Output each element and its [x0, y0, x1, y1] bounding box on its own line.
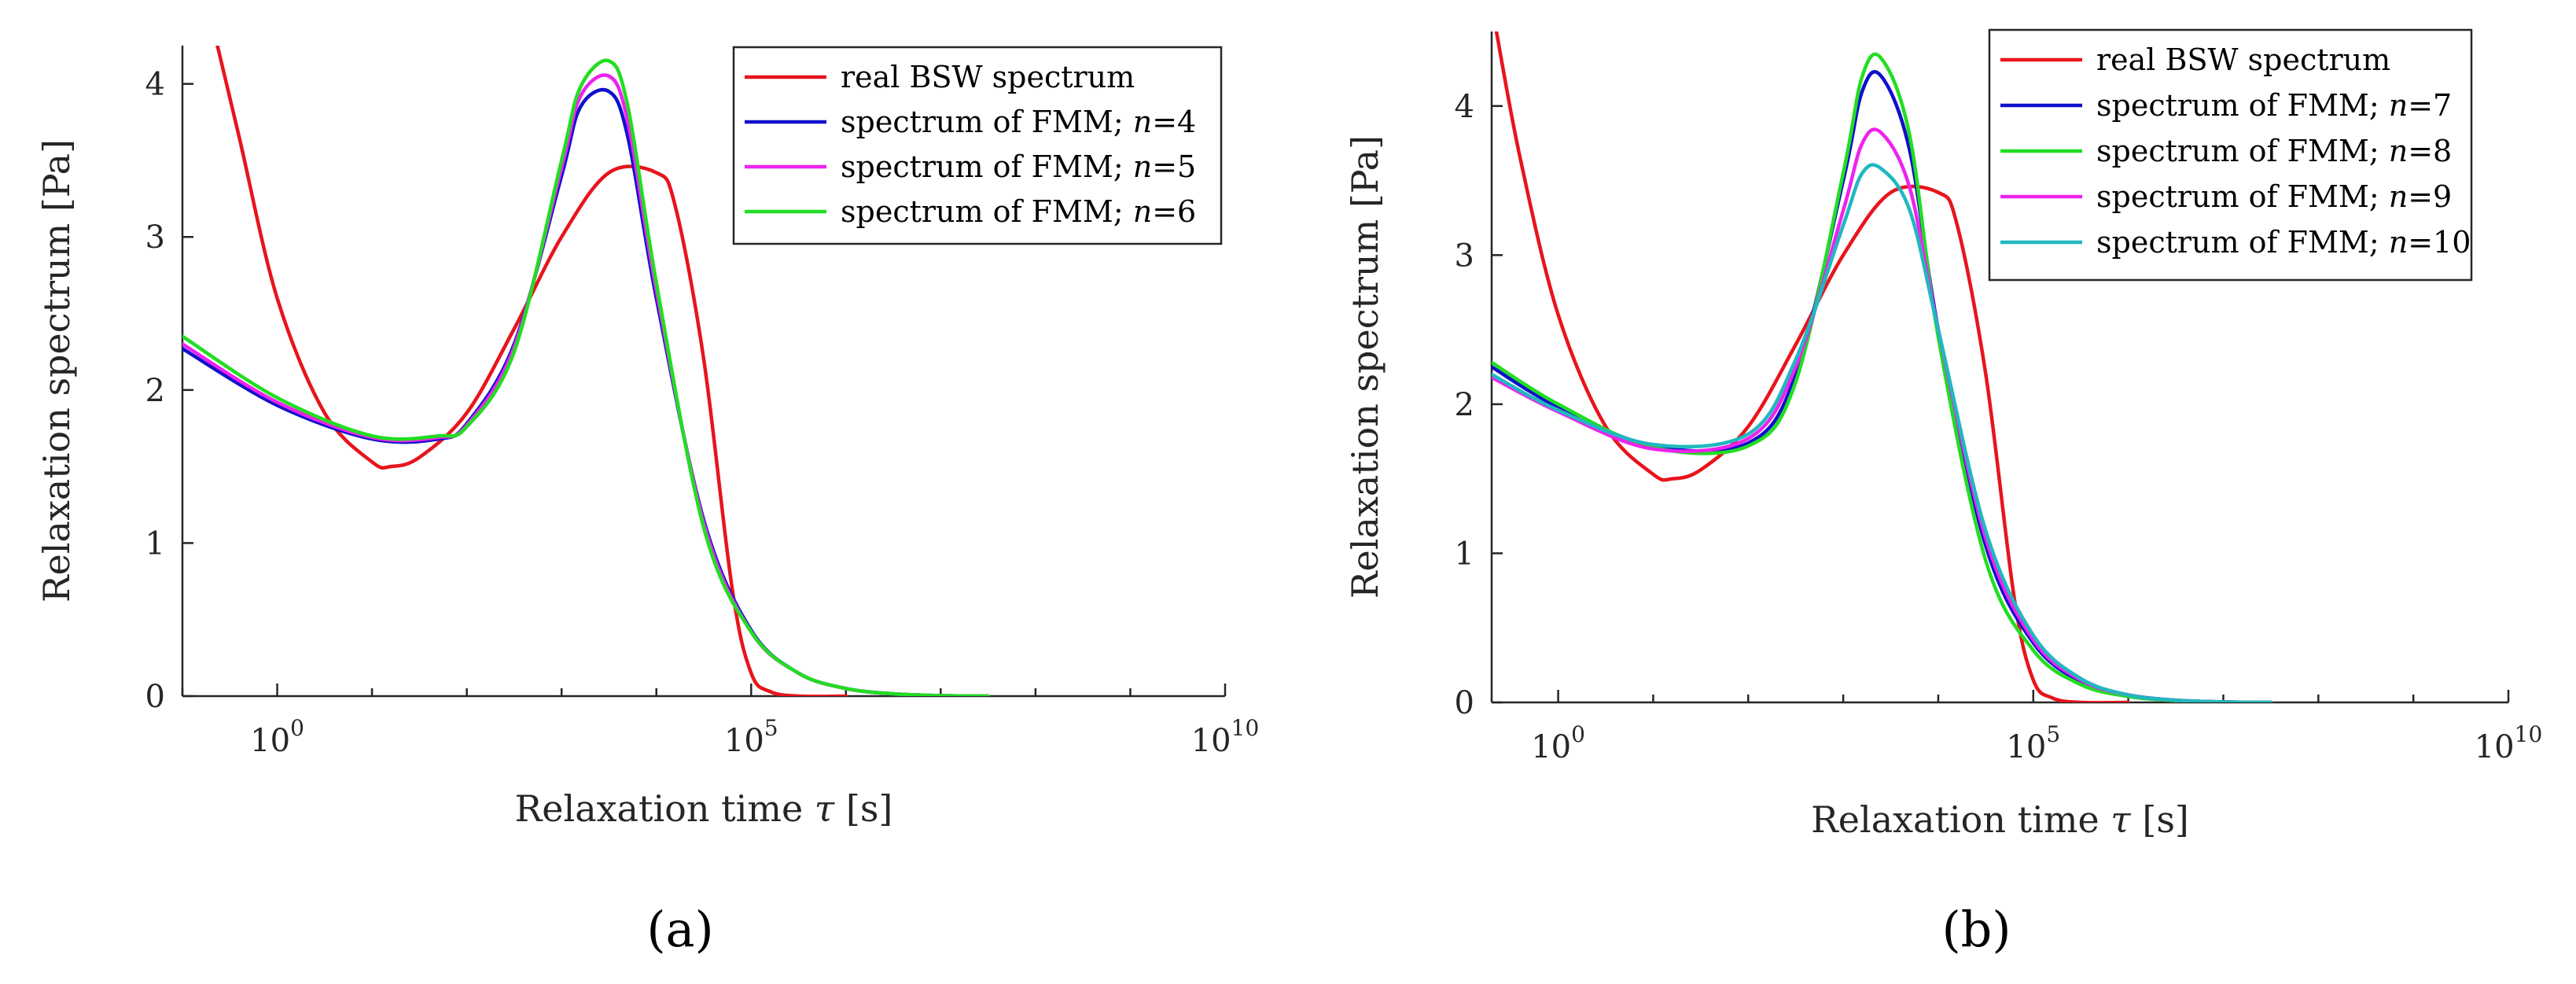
y-tick-label: 3	[145, 219, 165, 256]
legend-entry-label: spectrum of FMM; n=6	[841, 194, 1196, 229]
chart-panel-a: 100 105 1010 0 1 2 3 4 Relaxation time τ [s] Rela…	[35, 46, 1260, 958]
y-tick-label: 2	[145, 373, 165, 409]
legend-entry-label: real BSW spectrum	[841, 60, 1135, 94]
y-tick-label: 1	[145, 525, 165, 562]
legend-entry-label: spectrum of FMM; n=10	[2096, 225, 2471, 260]
series-line-n10	[1492, 163, 2273, 702]
x-axis-label: Relaxation time τ [s]	[515, 787, 893, 830]
legend: real BSW spectrum spectrum of FMM; n=7 spe…	[1988, 28, 2473, 282]
legend-entry-label: spectrum of FMM; n=7	[2096, 88, 2452, 123]
y-tick-label: 0	[1455, 685, 1474, 721]
x-tick-label: 105	[2006, 721, 2060, 765]
y-axis-label: Relaxation spectrum [Pa]	[35, 139, 78, 603]
x-axis-label: Relaxation time τ [s]	[1811, 798, 2189, 841]
y-tick-label: 4	[145, 67, 165, 103]
legend-entry-label: spectrum of FMM; n=4	[841, 105, 1196, 139]
y-tick-label: 1	[1455, 536, 1474, 572]
series-group	[182, 46, 990, 696]
y-tick-label: 3	[1455, 238, 1474, 274]
panel-label: (a)	[646, 901, 713, 958]
x-tick-label: 105	[724, 715, 778, 759]
legend: real BSW spectrum spectrum of FMM; n=4 spe…	[732, 46, 1223, 245]
series-line-n6	[182, 58, 990, 696]
legend-entry-label: real BSW spectrum	[2096, 42, 2390, 77]
series-line-n8	[1492, 52, 2273, 702]
series-line-real	[215, 46, 848, 696]
x-tick-label: 100	[250, 715, 304, 759]
y-axis-label: Relaxation spectrum [Pa]	[1344, 135, 1386, 599]
series-group	[1492, 31, 2273, 702]
legend-box	[1988, 28, 2473, 282]
y-tick-label: 2	[1455, 387, 1474, 423]
x-tick-label: 100	[1531, 721, 1585, 765]
x-tick-label: 1010	[1191, 715, 1260, 759]
legend-entry-label: spectrum of FMM; n=5	[841, 149, 1196, 184]
chart-panel-b: 100 105 1010 0 1 2 3 4 Relaxation time τ [s] Rela…	[1344, 28, 2543, 958]
y-tick-label: 4	[1455, 89, 1474, 125]
series-line-real	[1494, 31, 2130, 702]
x-tick-label: 1010	[2475, 721, 2543, 765]
legend-entry-label: spectrum of FMM; n=8	[2096, 134, 2452, 168]
panel-label: (b)	[1941, 901, 2011, 958]
legend-entry-label: spectrum of FMM; n=9	[2096, 179, 2452, 214]
y-tick-label: 0	[145, 679, 165, 715]
